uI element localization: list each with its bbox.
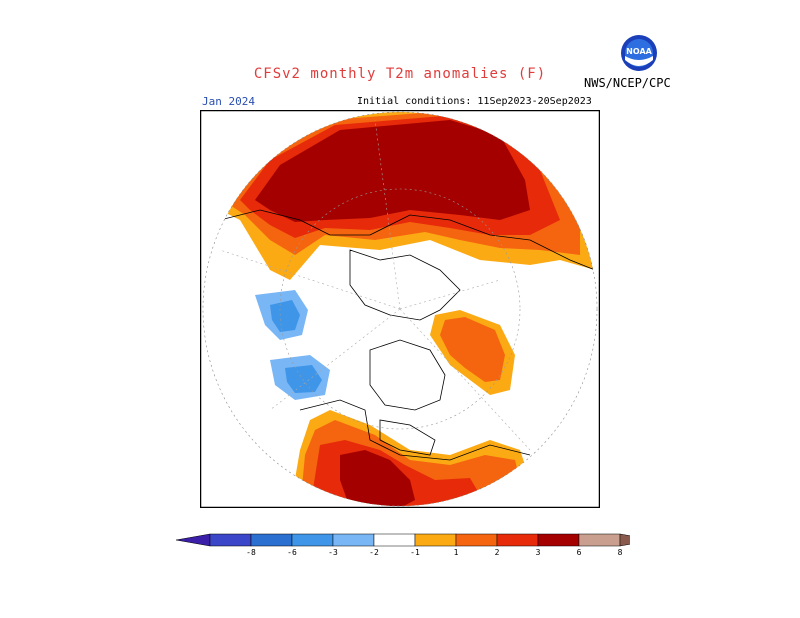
noaa-logo: NOAA — [621, 35, 657, 71]
north-america-anomaly-darkred — [340, 450, 415, 506]
colorbar-tick-label: 3 — [536, 548, 541, 557]
polar-map — [200, 110, 600, 508]
agency-label: NWS/NCEP/CPC — [584, 76, 671, 90]
longitude-lines — [219, 119, 531, 451]
colorbar-box — [373, 533, 416, 547]
coastline-north-america — [299, 399, 531, 461]
colorbar-tick-label: -8 — [246, 548, 256, 557]
chart-title: CFSv2 monthly T2m anomalies (F) — [253, 66, 547, 82]
initial-conditions: Initial conditions: 11Sep2023-20Sep2023 — [357, 96, 592, 107]
colorbar-right-arrow — [619, 533, 630, 547]
greenland-anomaly-redorange — [440, 317, 505, 382]
eurasia-anomaly-darkred — [255, 120, 530, 222]
colorbar-box — [291, 533, 334, 547]
colorbar-tick-label: 2 — [495, 548, 500, 557]
coastline-canada-archipelago — [369, 339, 446, 456]
colorbar-box — [332, 533, 375, 547]
colorbar: -8 -6 -3 -2 -1 1 2 3 6 8 — [175, 533, 630, 557]
colorbar-box — [496, 533, 539, 547]
forecast-month: Jan 2024 — [202, 95, 255, 108]
colorbar-left-arrow — [175, 533, 211, 547]
coastline-eurasia — [219, 209, 596, 271]
colorbar-box — [578, 533, 621, 547]
colorbar-box — [455, 533, 498, 547]
svg-text:NOAA: NOAA — [626, 47, 652, 56]
colorbar-box — [209, 533, 252, 547]
asia-cool-anomaly-core — [270, 300, 300, 332]
latitude-circle — [279, 188, 521, 430]
colorbar-box — [537, 533, 580, 547]
colorbar-tick-label: -2 — [369, 548, 379, 557]
colorbar-tick-label: -3 — [328, 548, 338, 557]
colorbar-tick-label: -1 — [410, 548, 420, 557]
colorbar-box — [414, 533, 457, 547]
colorbar-tick-label: 8 — [618, 548, 623, 557]
coastline-arctic — [349, 249, 461, 321]
colorbar-box — [250, 533, 293, 547]
alaska-cool-anomaly-core — [285, 365, 322, 393]
globe-outline — [202, 111, 598, 507]
colorbar-tick-label: 1 — [454, 548, 459, 557]
colorbar-tick-label: 6 — [577, 548, 582, 557]
colorbar-tick-label: -6 — [287, 548, 297, 557]
